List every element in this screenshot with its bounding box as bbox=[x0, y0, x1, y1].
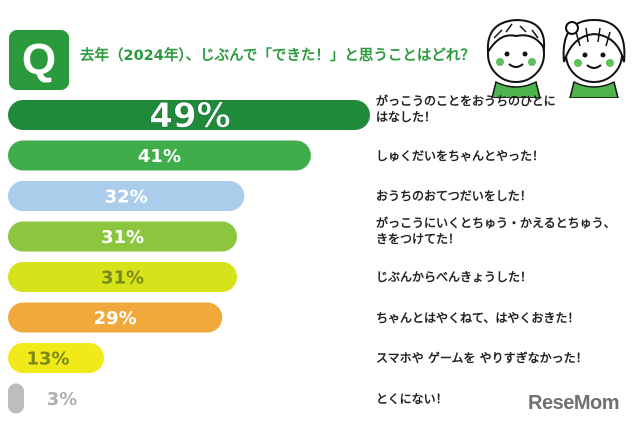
category-label-5: じぶんからべんきょうした！ bbox=[376, 270, 533, 284]
question-badge: Q bbox=[9, 30, 69, 90]
value-label-5: 31% bbox=[101, 267, 144, 288]
bar-8 bbox=[8, 383, 24, 414]
bar-4 bbox=[8, 221, 238, 252]
bar-3 bbox=[8, 181, 245, 211]
bar-7 bbox=[8, 343, 105, 373]
value-label-8: 3% bbox=[47, 389, 78, 410]
category-label-1: がっこうのことをおうちのひとに はなした！ bbox=[376, 94, 556, 124]
category-label-2: しゅくだいをちゃんとやった！ bbox=[376, 148, 545, 163]
category-label-3: おうちのおてつだいをした！ bbox=[376, 189, 532, 203]
value-label-7: 13% bbox=[26, 348, 69, 369]
bar-6 bbox=[8, 302, 223, 333]
girl-illustration bbox=[562, 18, 626, 98]
bar-2 bbox=[8, 140, 311, 171]
category-label-4: がっこうにいくとちゅう・かえるとちゅう、 きをつけてた！ bbox=[376, 215, 616, 246]
category-label-6: ちゃんとはやくねて、はやくおきた！ bbox=[376, 310, 580, 325]
value-label-2: 41% bbox=[138, 146, 181, 167]
value-label-3: 32% bbox=[105, 186, 148, 207]
children-illustration bbox=[486, 18, 626, 98]
boy-illustration bbox=[486, 18, 546, 98]
value-label-1: 49% bbox=[149, 96, 230, 136]
value-label-4: 31% bbox=[101, 227, 144, 248]
category-label-7: スマホや ゲームを やりすぎなかった！ bbox=[376, 351, 588, 365]
value-label-6: 29% bbox=[94, 308, 137, 329]
resemom-watermark: ReseMom bbox=[528, 392, 619, 414]
bar-1 bbox=[8, 100, 370, 130]
bar-5 bbox=[8, 262, 238, 292]
question-title: 去年（2024年）、じぶんで「できた！」と思うことはどれ？ bbox=[80, 48, 475, 64]
category-label-8: とくにない！ bbox=[376, 391, 448, 406]
